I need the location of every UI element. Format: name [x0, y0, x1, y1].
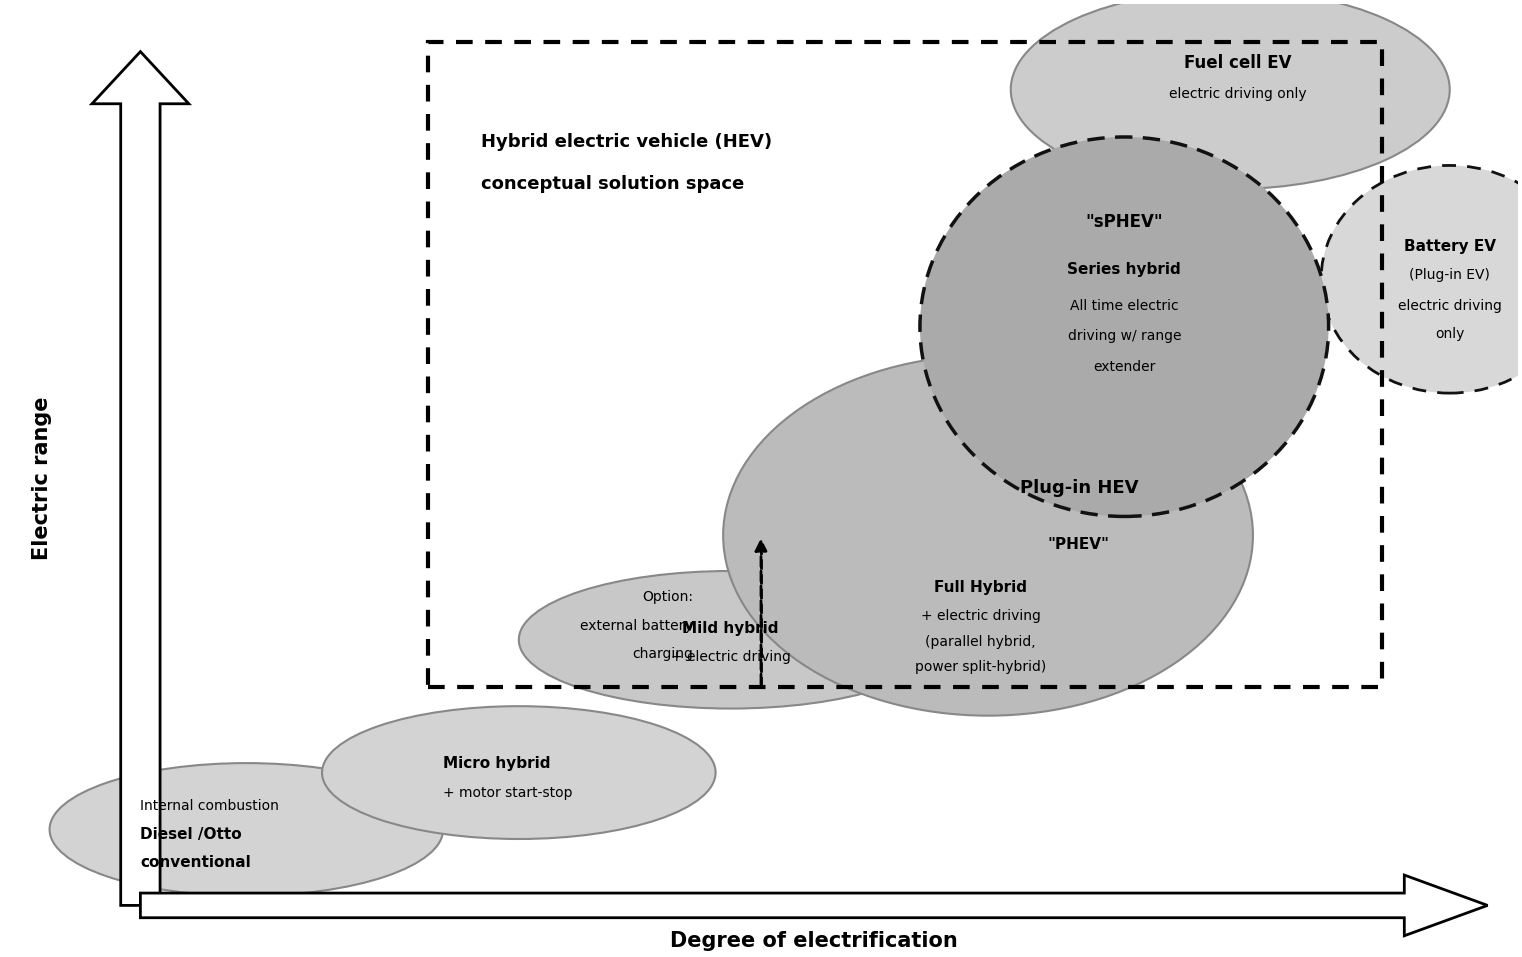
Text: (parallel hybrid,: (parallel hybrid,	[925, 634, 1036, 649]
Text: Mild hybrid: Mild hybrid	[682, 621, 779, 635]
Bar	[428, 42, 1382, 687]
Text: driving w/ range: driving w/ range	[1067, 329, 1181, 344]
Text: Plug-in HEV: Plug-in HEV	[1020, 479, 1138, 497]
Text: "sPHEV": "sPHEV"	[1085, 213, 1163, 232]
Text: Fuel cell EV: Fuel cell EV	[1184, 54, 1292, 72]
Text: external battery: external battery	[580, 618, 693, 633]
Ellipse shape	[519, 571, 942, 708]
Ellipse shape	[723, 355, 1253, 716]
Text: Full Hybrid: Full Hybrid	[935, 580, 1027, 595]
Text: Option:: Option:	[642, 590, 693, 604]
Ellipse shape	[1321, 166, 1522, 393]
Text: electric driving: electric driving	[1397, 299, 1502, 313]
Text: + motor start-stop: + motor start-stop	[443, 787, 572, 800]
Text: + electric driving: + electric driving	[671, 650, 790, 664]
Text: Micro hybrid: Micro hybrid	[443, 756, 551, 770]
Text: only: only	[1435, 327, 1464, 342]
Text: conventional: conventional	[140, 856, 251, 870]
Text: extender: extender	[1093, 360, 1155, 373]
Text: Degree of electrification: Degree of electrification	[670, 931, 957, 951]
Ellipse shape	[919, 137, 1329, 517]
Text: Diesel /Otto: Diesel /Otto	[140, 827, 242, 842]
Text: Series hybrid: Series hybrid	[1067, 262, 1181, 278]
Text: electric driving only: electric driving only	[1169, 87, 1306, 101]
Text: (Plug-in EV): (Plug-in EV)	[1409, 268, 1490, 281]
Text: charging: charging	[632, 647, 693, 661]
Text: power split-hybrid): power split-hybrid)	[915, 660, 1046, 675]
Text: Battery EV: Battery EV	[1403, 238, 1496, 254]
Text: Internal combustion: Internal combustion	[140, 799, 279, 812]
Polygon shape	[91, 52, 189, 905]
Text: Electric range: Electric range	[32, 397, 52, 560]
Ellipse shape	[323, 706, 715, 839]
Text: All time electric: All time electric	[1070, 299, 1178, 313]
Text: conceptual solution space: conceptual solution space	[481, 175, 744, 193]
Text: + electric driving: + electric driving	[921, 609, 1041, 623]
Ellipse shape	[50, 763, 443, 896]
Text: Hybrid electric vehicle (HEV): Hybrid electric vehicle (HEV)	[481, 133, 772, 150]
Text: "PHEV": "PHEV"	[1047, 538, 1110, 552]
Ellipse shape	[1011, 0, 1450, 189]
Polygon shape	[140, 875, 1487, 936]
